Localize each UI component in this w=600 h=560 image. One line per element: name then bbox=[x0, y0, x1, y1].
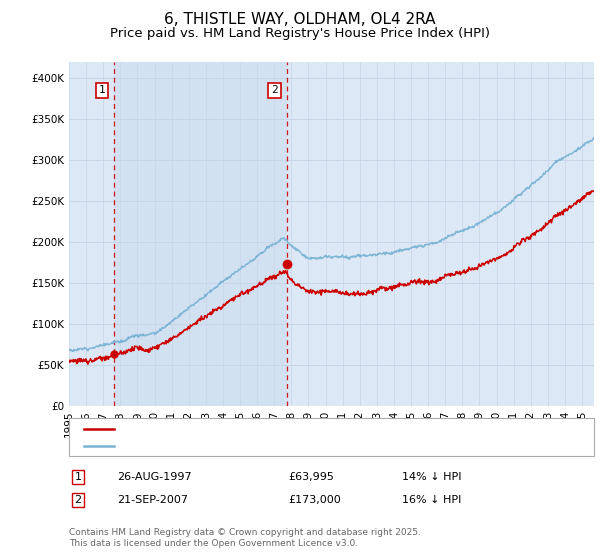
Text: HPI: Average price, detached house, Oldham: HPI: Average price, detached house, Oldh… bbox=[120, 441, 370, 451]
Text: 14% ↓ HPI: 14% ↓ HPI bbox=[402, 472, 461, 482]
Text: 6, THISTLE WAY, OLDHAM, OL4 2RA: 6, THISTLE WAY, OLDHAM, OL4 2RA bbox=[164, 12, 436, 27]
Text: 2: 2 bbox=[271, 85, 278, 95]
Text: Contains HM Land Registry data © Crown copyright and database right 2025.
This d: Contains HM Land Registry data © Crown c… bbox=[69, 528, 421, 548]
Text: 16% ↓ HPI: 16% ↓ HPI bbox=[402, 495, 461, 505]
Text: 1: 1 bbox=[74, 472, 82, 482]
Text: 6, THISTLE WAY, OLDHAM, OL4 2RA (detached house): 6, THISTLE WAY, OLDHAM, OL4 2RA (detache… bbox=[120, 423, 419, 433]
Text: Price paid vs. HM Land Registry's House Price Index (HPI): Price paid vs. HM Land Registry's House … bbox=[110, 27, 490, 40]
Bar bbox=[115, 62, 287, 406]
Text: £63,995: £63,995 bbox=[288, 472, 334, 482]
Text: 2: 2 bbox=[74, 495, 82, 505]
Text: 1: 1 bbox=[99, 85, 106, 95]
Text: 21-SEP-2007: 21-SEP-2007 bbox=[117, 495, 188, 505]
Text: £173,000: £173,000 bbox=[288, 495, 341, 505]
Text: 26-AUG-1997: 26-AUG-1997 bbox=[117, 472, 191, 482]
